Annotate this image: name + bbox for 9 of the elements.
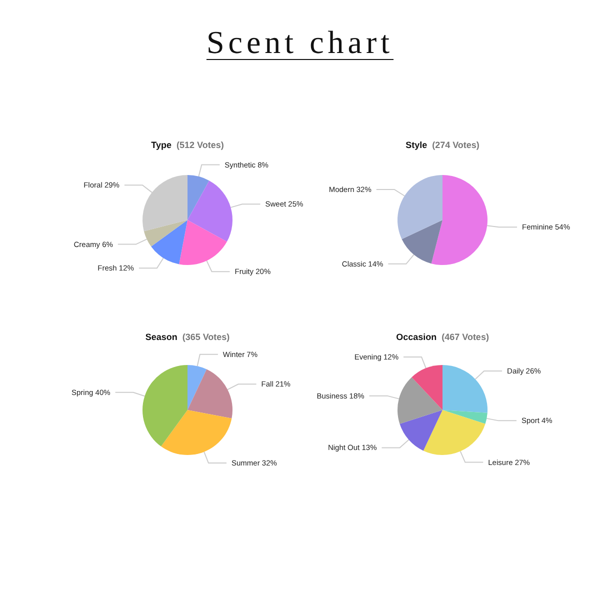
chart-title: Type: [151, 140, 172, 150]
chart-subtitle: (274 Votes): [432, 140, 480, 150]
chart-subtitle: (512 Votes): [176, 140, 224, 150]
chart-subtitle: (365 Votes): [182, 332, 230, 342]
chart-title: Season: [145, 332, 178, 342]
chart-subtitle: (467 Votes): [442, 332, 489, 342]
text: Scent chart: [206, 24, 394, 60]
chart-title: Style: [406, 140, 428, 150]
chart-title: Occasion: [396, 332, 437, 342]
